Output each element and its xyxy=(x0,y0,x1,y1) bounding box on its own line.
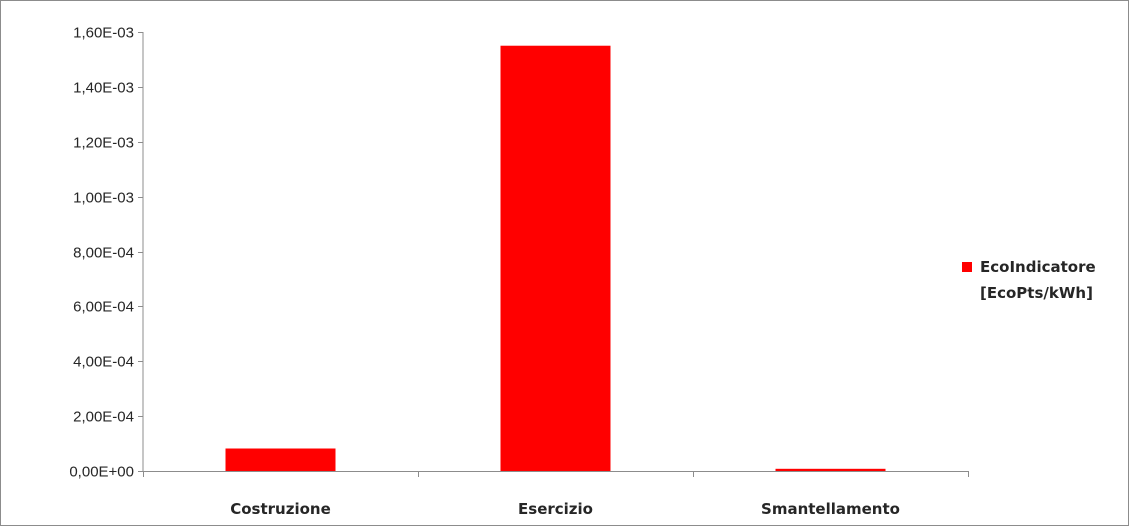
bar xyxy=(500,45,611,471)
x-category-label: Costruzione xyxy=(230,500,331,518)
legend-label-line-1: EcoIndicatore xyxy=(980,258,1096,276)
y-tick-label: 4,00E-04 xyxy=(73,354,134,371)
y-tick-label: 8,00E-04 xyxy=(73,245,134,262)
y-axis: 0,00E+00 2,00E-04 4,00E-04 6,00E-04 8,00E-04… xyxy=(69,25,144,481)
legend-label-line-2: [EcoPts/kWh] xyxy=(980,284,1093,302)
legend: EcoIndicatore [EcoPts/kWh] xyxy=(962,258,1096,302)
legend-swatch xyxy=(962,262,972,272)
y-tick-label: 1,40E-03 xyxy=(73,80,134,97)
y-tick-label: 6,00E-04 xyxy=(73,299,134,316)
bar xyxy=(775,468,886,471)
x-category-label: Esercizio xyxy=(518,500,593,518)
y-tick-label: 1,00E-03 xyxy=(73,190,134,207)
y-tick-label: 0,00E+00 xyxy=(69,464,134,481)
y-tick-label: 1,60E-03 xyxy=(73,25,134,42)
y-tick-label: 1,20E-03 xyxy=(73,135,134,152)
bar xyxy=(225,448,336,471)
y-tick-label: 2,00E-04 xyxy=(73,409,134,426)
x-category-label: Smantellamento xyxy=(761,500,900,518)
x-axis: Costruzione Esercizio Smantellamento xyxy=(143,471,969,518)
bars-group xyxy=(225,45,886,471)
